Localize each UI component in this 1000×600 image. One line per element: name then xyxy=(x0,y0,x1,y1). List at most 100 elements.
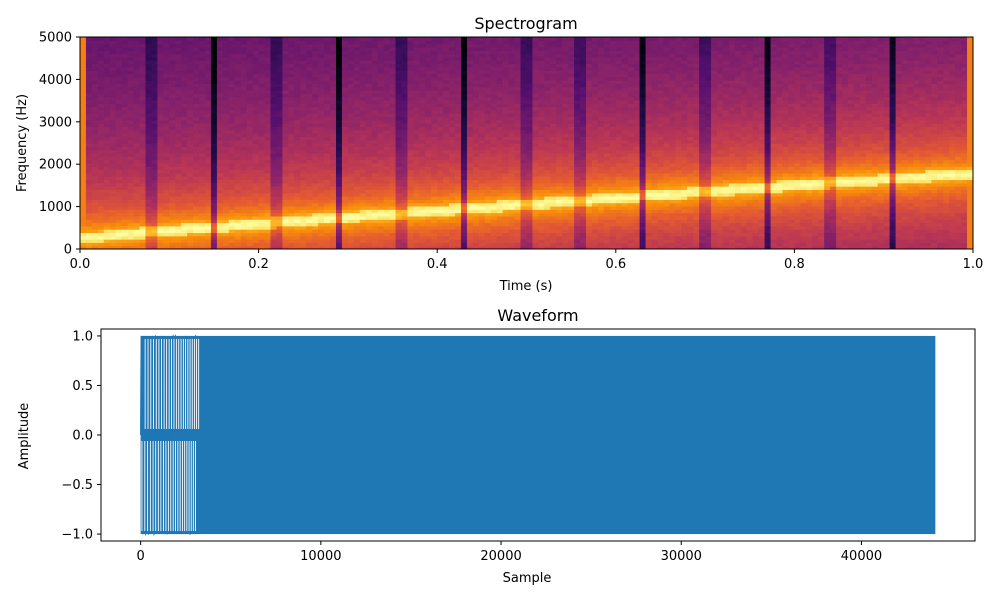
spectrogram-cell xyxy=(312,222,319,227)
spectrogram-cell xyxy=(151,80,158,84)
spectrogram-cell xyxy=(353,133,361,137)
spectrogram-cell xyxy=(341,99,349,104)
spectrogram-cell xyxy=(383,60,391,65)
spectrogram-cell xyxy=(324,169,331,174)
spectrogram-cell xyxy=(472,106,480,111)
spectrogram-cell xyxy=(341,96,349,101)
spectrogram-cell xyxy=(151,179,158,184)
spectrogram-cell xyxy=(234,73,242,78)
spectrogram-cell xyxy=(306,182,313,187)
spectrogram-cell xyxy=(103,245,111,249)
spectrogram-cell xyxy=(312,176,319,181)
spectrogram-cell xyxy=(234,222,242,227)
spectrogram-cell xyxy=(252,119,260,124)
spectrogram-cell xyxy=(216,50,224,55)
spectrogram-cell xyxy=(401,56,409,61)
spectrogram-cell xyxy=(252,225,260,230)
spectrogram-cell xyxy=(228,159,236,164)
spectrogram-cell xyxy=(431,202,438,207)
spectrogram-cell xyxy=(163,66,170,71)
spectrogram-cell xyxy=(401,43,409,48)
spectrogram-cell xyxy=(264,133,272,137)
spectrogram-cell xyxy=(425,43,432,48)
spectrogram-cell xyxy=(478,229,486,234)
spectrogram-cell xyxy=(139,56,147,61)
spectrogram-cell xyxy=(103,90,111,94)
spectrogram-cell xyxy=(341,202,349,207)
spectrogram-cell xyxy=(294,63,301,68)
spectrogram-cell xyxy=(383,212,391,217)
spectrogram-cell xyxy=(466,70,474,75)
spectrogram-cell xyxy=(472,229,480,234)
spectrogram-cell xyxy=(127,139,135,144)
spectrogram-cell xyxy=(425,156,432,161)
spectrogram-cell xyxy=(371,235,379,240)
spectrogram-cell xyxy=(270,50,278,55)
spectrogram-cell xyxy=(365,103,373,108)
spectrogram-cell xyxy=(461,60,468,65)
spectrogram-cell xyxy=(347,129,355,134)
spectrogram-cell xyxy=(324,235,331,240)
spectrogram-cell xyxy=(145,209,153,214)
spectrogram-cell xyxy=(127,186,135,190)
spectrogram-cell xyxy=(85,235,93,240)
spectrogram-cell xyxy=(270,136,278,141)
spectrogram-cell xyxy=(407,70,414,75)
spectrogram-cell xyxy=(288,129,295,134)
spectrogram-cell xyxy=(449,99,456,104)
spectrogram-cell xyxy=(466,182,474,187)
spectrogram-cell xyxy=(425,189,432,194)
spectrogram-cell xyxy=(121,50,129,55)
spectrogram-cell xyxy=(133,176,141,181)
spectrogram-cell xyxy=(365,43,373,48)
spectrogram-cell xyxy=(300,129,307,134)
spectrogram-cell xyxy=(413,169,420,174)
spectrogram-cell xyxy=(121,73,129,78)
spectrogram-cell xyxy=(246,212,254,217)
spectrogram-cell xyxy=(258,242,266,247)
spectrogram-cell xyxy=(383,196,391,200)
spectrogram-cell xyxy=(91,192,99,197)
spectrogram-cell xyxy=(466,152,474,157)
spectrogram-cell xyxy=(353,76,361,81)
spectrogram-cell xyxy=(461,235,468,240)
spectrogram-cell xyxy=(461,205,468,210)
spectrogram-cell xyxy=(121,176,129,181)
spectrogram-cell xyxy=(443,199,450,204)
spectrogram-cell xyxy=(347,126,355,131)
spectrogram-cell xyxy=(115,179,123,184)
spectrogram-cell xyxy=(347,70,355,75)
spectrogram-cell xyxy=(472,232,480,237)
spectrogram-cell xyxy=(431,192,438,197)
spectrogram-cell xyxy=(490,119,498,124)
spectrogram-cell xyxy=(377,103,385,108)
spectrogram-cell xyxy=(449,80,456,84)
spectrogram-cell xyxy=(490,123,498,128)
spectrogram-cell xyxy=(258,46,266,51)
spectrogram-cell xyxy=(199,212,206,217)
spectrogram-cell xyxy=(449,93,456,98)
spectrogram-cell xyxy=(199,199,206,204)
spectrogram-cell xyxy=(97,242,105,247)
spectrogram-cell xyxy=(222,235,230,240)
spectrogram-cell xyxy=(359,139,367,144)
spectrogram-cell xyxy=(169,90,176,94)
spectrogram-cell xyxy=(222,229,230,234)
spectrogram-cell xyxy=(425,123,432,128)
spectrogram-cell xyxy=(443,119,450,124)
spectrogram-cell xyxy=(294,80,301,84)
spectrogram-cell xyxy=(347,76,355,81)
spectrogram-cell xyxy=(121,143,129,147)
spectrogram-cell xyxy=(318,159,325,164)
spectrogram-cell xyxy=(466,222,474,227)
spectrogram-cell xyxy=(187,162,194,167)
spectrogram-cell xyxy=(216,162,224,167)
spectrogram-cell xyxy=(228,172,236,177)
spectrogram-cell xyxy=(353,103,361,108)
spectrogram-cell xyxy=(258,70,266,75)
spectrogram-cell xyxy=(169,219,176,224)
spectrogram-cell xyxy=(341,225,349,230)
spectrogram-cell xyxy=(419,222,426,227)
spectrogram-cell xyxy=(240,70,248,75)
spectrogram-cell xyxy=(270,162,278,167)
